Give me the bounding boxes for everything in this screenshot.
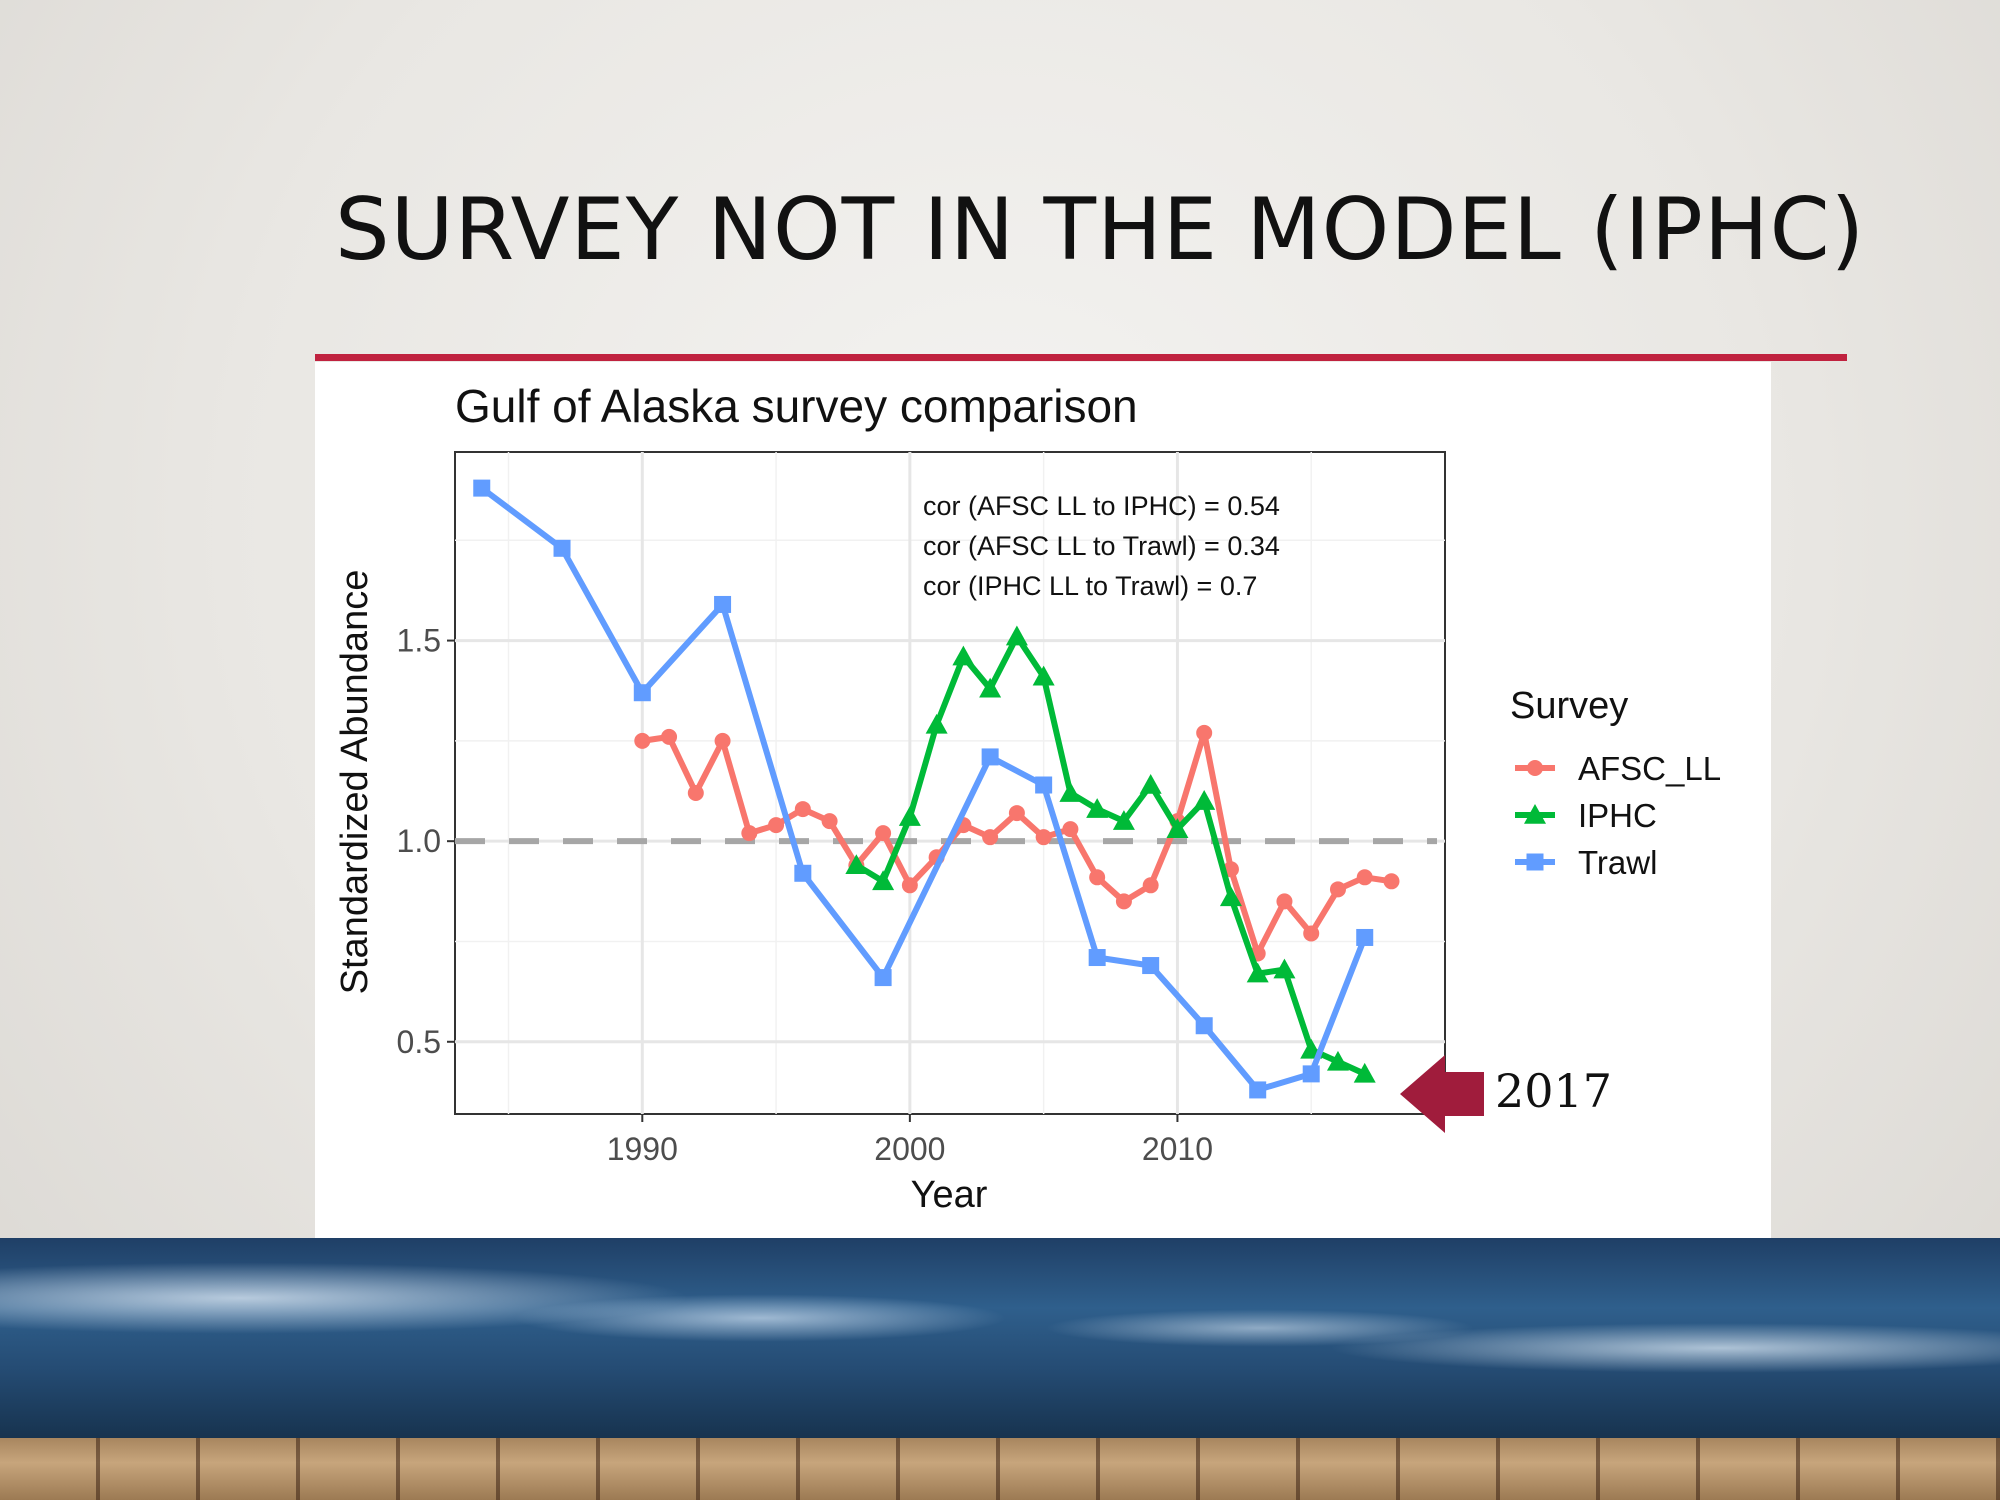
wood-deck-image	[0, 1438, 2000, 1500]
chart-panel: Gulf of Alaska survey comparison cor (AF…	[315, 362, 1771, 1238]
data-point	[1032, 665, 1055, 686]
title-divider	[315, 354, 1847, 361]
data-point	[901, 877, 918, 894]
plot-area	[454, 451, 1446, 1115]
data-point	[741, 825, 758, 842]
legend-label: Trawl	[1578, 844, 1657, 881]
callout-label: 2017	[1495, 1064, 1612, 1118]
data-point	[1166, 818, 1189, 838]
data-point	[821, 813, 838, 830]
series-iphc	[845, 625, 1376, 1083]
correlation-annotation: cor (AFSC LL to Trawl) = 0.34	[923, 531, 1280, 561]
x-tick-label: 2010	[1142, 1131, 1213, 1167]
data-point	[874, 969, 892, 987]
x-tick-label: 2000	[874, 1131, 945, 1167]
legend-title: Survey	[1510, 685, 1628, 727]
x-axis-ticks: 1990 2000 2010	[607, 1114, 1213, 1167]
data-point	[714, 732, 731, 749]
data-point	[1326, 1050, 1349, 1071]
chart-title: Gulf of Alaska survey comparison	[455, 380, 1138, 432]
data-point	[925, 713, 948, 734]
series-afsc-ll	[634, 724, 1400, 962]
data-point	[1249, 1081, 1267, 1099]
data-point	[1219, 886, 1242, 907]
data-point	[1142, 957, 1160, 975]
x-axis-label: Year	[911, 1174, 988, 1216]
y-tick-label: 1.0	[397, 823, 441, 859]
data-point	[1196, 724, 1213, 741]
data-point	[1035, 776, 1053, 794]
data-point	[1329, 881, 1346, 898]
data-point	[898, 806, 921, 826]
correlation-annotation: cor (IPHC LL to Trawl) = 0.7	[923, 571, 1257, 601]
data-point	[1195, 1017, 1213, 1035]
data-point	[1008, 805, 1025, 822]
slide-title: SURVEY NOT IN THE MODEL (IPHC)	[335, 180, 1866, 280]
series-trawl	[473, 479, 1374, 1099]
y-tick-label: 1.5	[397, 623, 441, 659]
legend: Survey AFSC_LL IPHC Trawl	[1510, 685, 1721, 881]
data-point	[661, 728, 678, 745]
data-point	[981, 748, 999, 766]
x-tick-label: 1990	[607, 1131, 678, 1167]
data-point	[1246, 962, 1269, 983]
data-point	[1276, 893, 1293, 910]
data-point	[1383, 873, 1400, 890]
legend-label: IPHC	[1578, 797, 1657, 834]
data-point	[687, 785, 704, 802]
data-point	[768, 817, 785, 834]
plot-border	[454, 451, 1446, 1115]
data-point	[1088, 949, 1106, 967]
legend-swatch-marker	[1524, 804, 1546, 824]
data-point	[979, 677, 1002, 698]
legend-entry-iphc: IPHC	[1515, 797, 1657, 834]
legend-entry-afsc-ll: AFSC_LL	[1515, 750, 1721, 787]
data-point	[1059, 782, 1082, 802]
data-point	[1089, 869, 1106, 886]
series-layer	[473, 479, 1400, 1099]
y-axis-label: Standardized Abundance	[334, 570, 376, 995]
data-point	[1062, 821, 1079, 838]
y-tick-label: 0.5	[397, 1024, 441, 1060]
y-axis-ticks: 0.5 1.0 1.5	[397, 623, 455, 1060]
data-point	[1035, 829, 1052, 846]
data-point	[1302, 1065, 1320, 1083]
data-point	[634, 732, 651, 749]
line-chart: Gulf of Alaska survey comparison cor (AF…	[334, 380, 1721, 1216]
data-point	[714, 595, 732, 613]
data-point	[794, 801, 811, 818]
data-point	[1086, 798, 1109, 818]
legend-swatch-marker	[1527, 760, 1543, 776]
data-point	[553, 539, 571, 557]
legend-swatch-marker	[1526, 853, 1544, 871]
data-point	[1139, 774, 1162, 794]
series-line	[479, 485, 1368, 1093]
correlation-annotation: cor (AFSC LL to IPHC) = 0.54	[923, 491, 1280, 521]
legend-entry-trawl: Trawl	[1515, 844, 1657, 881]
legend-label: AFSC_LL	[1578, 750, 1721, 787]
year-callout: 2017	[1400, 1055, 1612, 1133]
data-point	[1273, 958, 1296, 979]
data-point	[1356, 928, 1374, 946]
data-point	[1112, 810, 1135, 830]
callout-arrow-icon	[1400, 1055, 1484, 1133]
data-point	[1142, 877, 1159, 894]
data-point	[794, 864, 812, 882]
gridlines	[455, 452, 1445, 1114]
data-point	[845, 854, 868, 875]
data-point	[633, 684, 651, 702]
data-point	[1005, 625, 1028, 646]
correlation-annotations: cor (AFSC LL to IPHC) = 0.54 cor (AFSC LL…	[923, 491, 1280, 601]
data-point	[1193, 790, 1216, 810]
data-point	[1115, 893, 1132, 910]
data-point	[473, 479, 491, 497]
ocean-waves-image	[0, 1238, 2000, 1438]
data-point	[982, 829, 999, 846]
data-point	[872, 870, 895, 891]
data-point	[1356, 869, 1373, 886]
data-point	[1303, 925, 1320, 942]
data-point	[875, 825, 892, 842]
data-point	[952, 645, 975, 666]
data-point	[1353, 1062, 1376, 1083]
